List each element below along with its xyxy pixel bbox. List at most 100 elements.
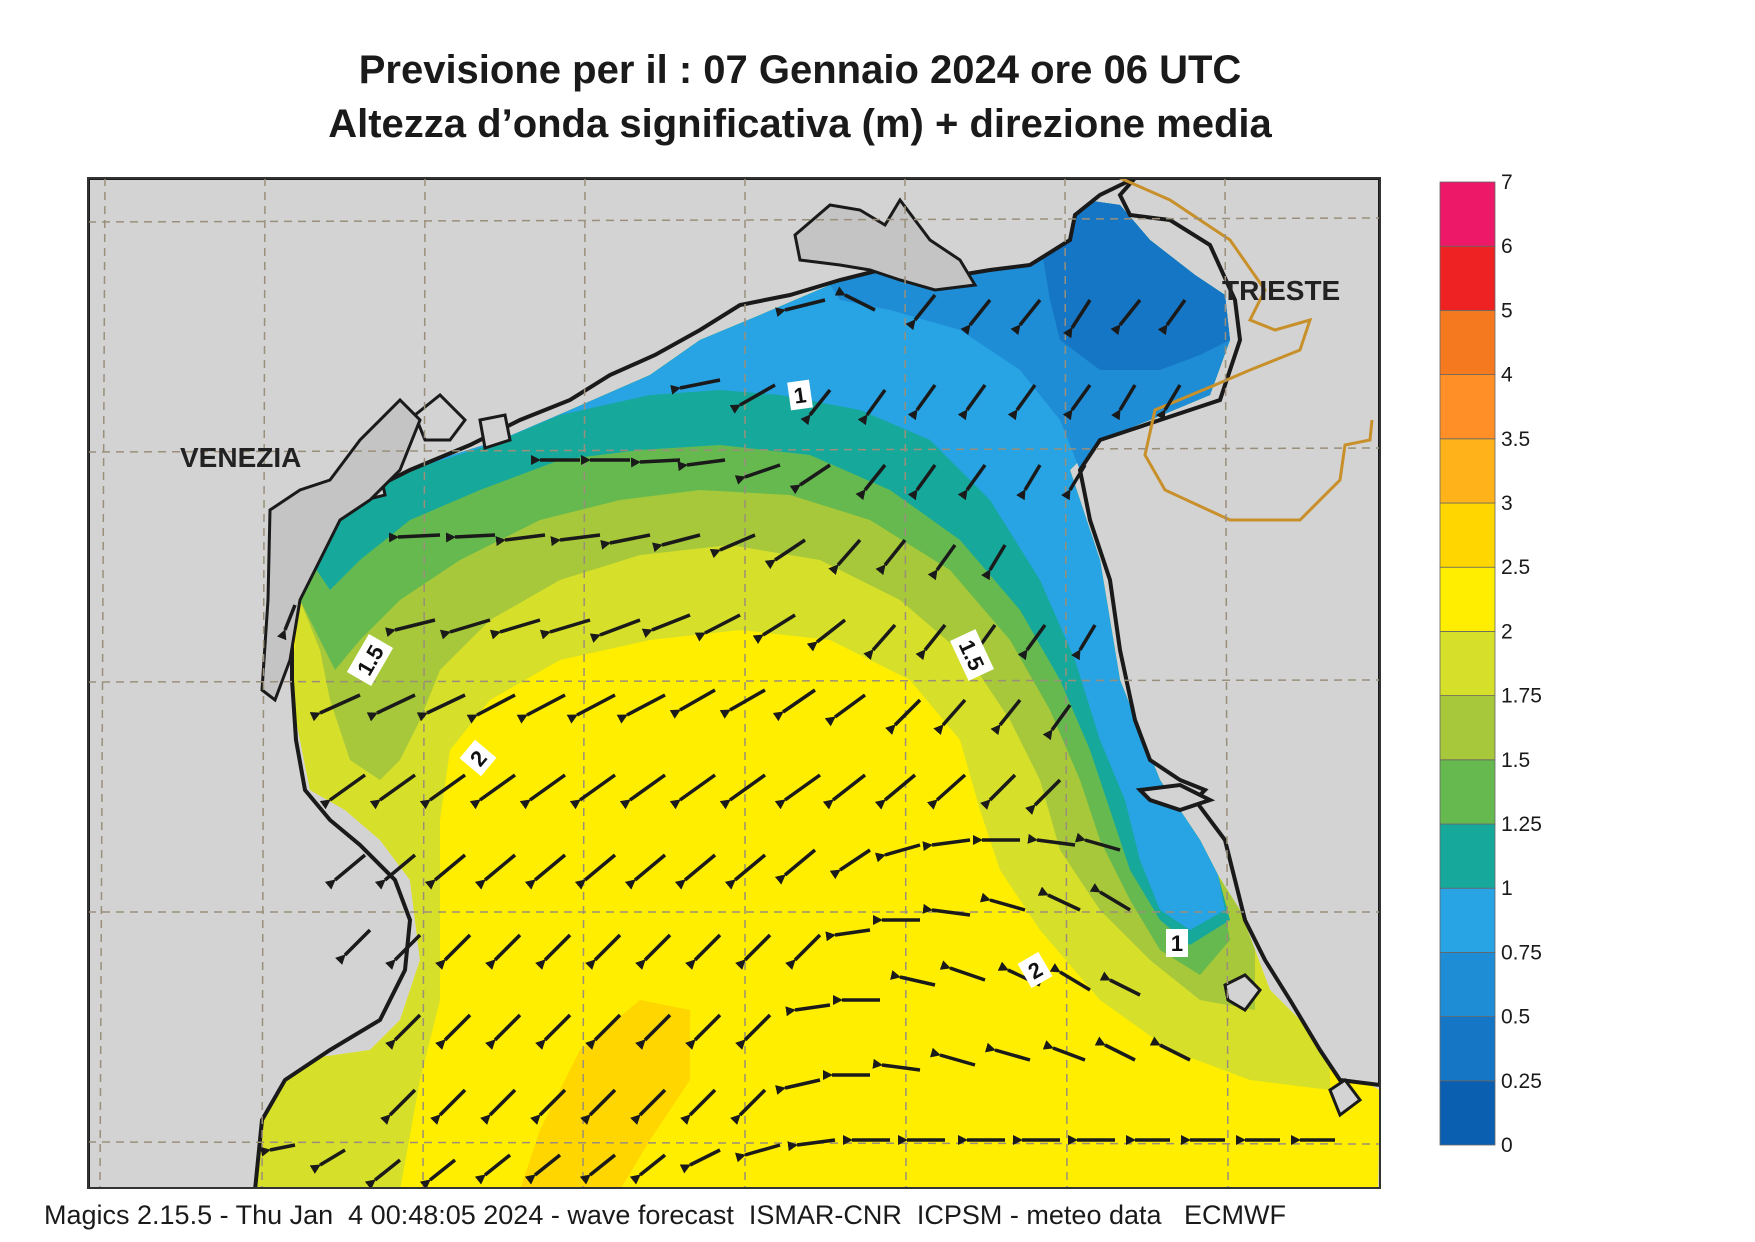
wave-direction-arrow [915, 623, 947, 661]
wave-direction-arrow [709, 533, 756, 559]
wave-direction-arrow [984, 1042, 1031, 1062]
wave-direction-arrow [1149, 1036, 1191, 1062]
wave-direction-arrow [1094, 1036, 1136, 1062]
wave-direction-arrow [445, 532, 496, 543]
colorbar-tick-label: 7 [1501, 171, 1513, 194]
wave-direction-arrow [574, 853, 617, 890]
wave-direction-arrow [979, 892, 1026, 912]
colorbar-swatch [1439, 759, 1496, 825]
wave-direction-arrow [616, 693, 666, 724]
wave-direction-arrow [380, 1088, 417, 1125]
colorbar-tick-label: 0 [1501, 1134, 1513, 1157]
wave-direction-arrow [1049, 963, 1091, 992]
wave-direction-arrow [469, 773, 517, 810]
wave-direction-arrow [829, 848, 871, 880]
wave-direction-arrow [495, 533, 546, 547]
wave-direction-arrow [957, 383, 987, 421]
wave-direction-arrow [1016, 464, 1042, 501]
wave-direction-arrow [524, 853, 567, 890]
wave-direction-arrow [569, 773, 617, 810]
wave-direction-arrow [824, 693, 867, 727]
wave-direction-arrow [730, 1088, 767, 1125]
wave-direction-arrow [872, 1058, 921, 1072]
wave-direction-arrow [385, 618, 436, 638]
wave-direction-arrow [530, 1088, 567, 1125]
wave-direction-arrow [927, 543, 957, 581]
wave-direction-arrow [1061, 464, 1087, 501]
contour-label: 1.5 [346, 633, 394, 687]
city-label-trieste: TRIESTE [1222, 275, 1340, 306]
wave-direction-arrows [260, 286, 1335, 1188]
wave-direction-arrow [580, 1088, 617, 1125]
contour-label: 2 [1017, 951, 1053, 989]
colorbar-swatch [1439, 631, 1496, 697]
wave-direction-arrow [806, 618, 847, 652]
wave-direction-arrow [679, 1148, 721, 1174]
wave-direction-arrow [1111, 384, 1137, 421]
wave-direction-arrow [579, 1153, 617, 1185]
colorbar-tick-label: 1.75 [1501, 685, 1542, 708]
colorbar-swatch [1439, 695, 1496, 761]
wave-direction-arrow [516, 693, 566, 724]
wave-direction-arrow [774, 848, 817, 885]
graticule [88, 178, 1380, 1188]
colorbar-swatch [1439, 438, 1496, 504]
colorbar-swatch [1439, 374, 1496, 440]
wave-direction-arrow [335, 928, 372, 965]
wave-direction-arrow [364, 1158, 402, 1188]
title-line-1: Previsione per il : 07 Gennaio 2024 ore … [358, 48, 1242, 92]
colorbar-swatch [1439, 952, 1496, 1018]
wave-direction-arrow [439, 618, 491, 640]
wave-direction-arrow [775, 1078, 821, 1095]
wave-direction-arrow [489, 618, 541, 640]
colorbar-swatch [1439, 181, 1496, 247]
eastern-coast [1077, 178, 1380, 1088]
colorbar-tick-label: 3 [1501, 492, 1513, 515]
title-line-2: Altezza d’onda significativa (m) + direz… [328, 102, 1272, 146]
wave-direction-arrow [855, 463, 887, 501]
wave-direction-arrow [785, 933, 822, 970]
colorbar-tick-label: 3.5 [1501, 428, 1530, 451]
footer-credit: Magics 2.15.5 - Thu Jan 4 00:48:05 2024 … [44, 1200, 1286, 1230]
wave-direction-arrow [1017, 623, 1047, 661]
wave-direction-arrow [734, 463, 781, 485]
wave-direction-arrow [1157, 298, 1187, 336]
wave-direction-arrow [929, 1047, 976, 1067]
svg-text:1: 1 [792, 382, 808, 408]
colorbar-swatch [1439, 502, 1496, 568]
wave-direction-arrow [1156, 384, 1182, 421]
wave-direction-arrow [752, 613, 796, 645]
wave-direction-arrow [980, 773, 1017, 810]
wave-direction-arrow [424, 853, 467, 890]
colorbar: 0 0.25 0.5 0.75 1 1.25 1.5 1.75 2 2.5 3 3.5 4 5 6 7 [1439, 171, 1542, 1157]
colorbar-tick-label: 1 [1501, 877, 1513, 900]
colorbar-swatch [1439, 309, 1496, 375]
wave-direction-arrow [670, 378, 721, 395]
wave-direction-arrow [719, 688, 766, 719]
northern-coast [88, 178, 1136, 1188]
wave-direction-arrow [385, 1013, 422, 1050]
wave-direction-arrow [319, 773, 367, 810]
wave-direction-arrow [324, 853, 367, 890]
wave-direction-arrow [789, 463, 831, 495]
colorbar-swatch [1439, 1016, 1496, 1082]
wave-direction-arrow [419, 773, 467, 810]
colorbar-swatch [1439, 887, 1496, 953]
colorbar-tick-label: 1.25 [1501, 813, 1542, 836]
wave-direction-arrow [550, 533, 601, 547]
wave-direction-arrow [735, 933, 772, 970]
wave-direction-arrow [960, 298, 992, 336]
colorbar-tick-label: 0.25 [1501, 1070, 1542, 1093]
wave-direction-arrow [775, 298, 826, 318]
wave-direction-arrow [735, 1013, 772, 1050]
wave-direction-arrow [435, 1013, 472, 1050]
wave-direction-arrow [822, 773, 867, 810]
wave-direction-arrow [669, 688, 716, 719]
wave-direction-arrow [828, 538, 862, 576]
wave-direction-arrow [474, 853, 517, 890]
colorbar-tick-label: 6 [1501, 235, 1513, 258]
colorbar-swatch [1439, 1080, 1496, 1146]
wave-direction-arrow [1062, 299, 1092, 339]
wave-direction-arrow [787, 1138, 836, 1152]
wave-direction-arrow [635, 1013, 672, 1050]
